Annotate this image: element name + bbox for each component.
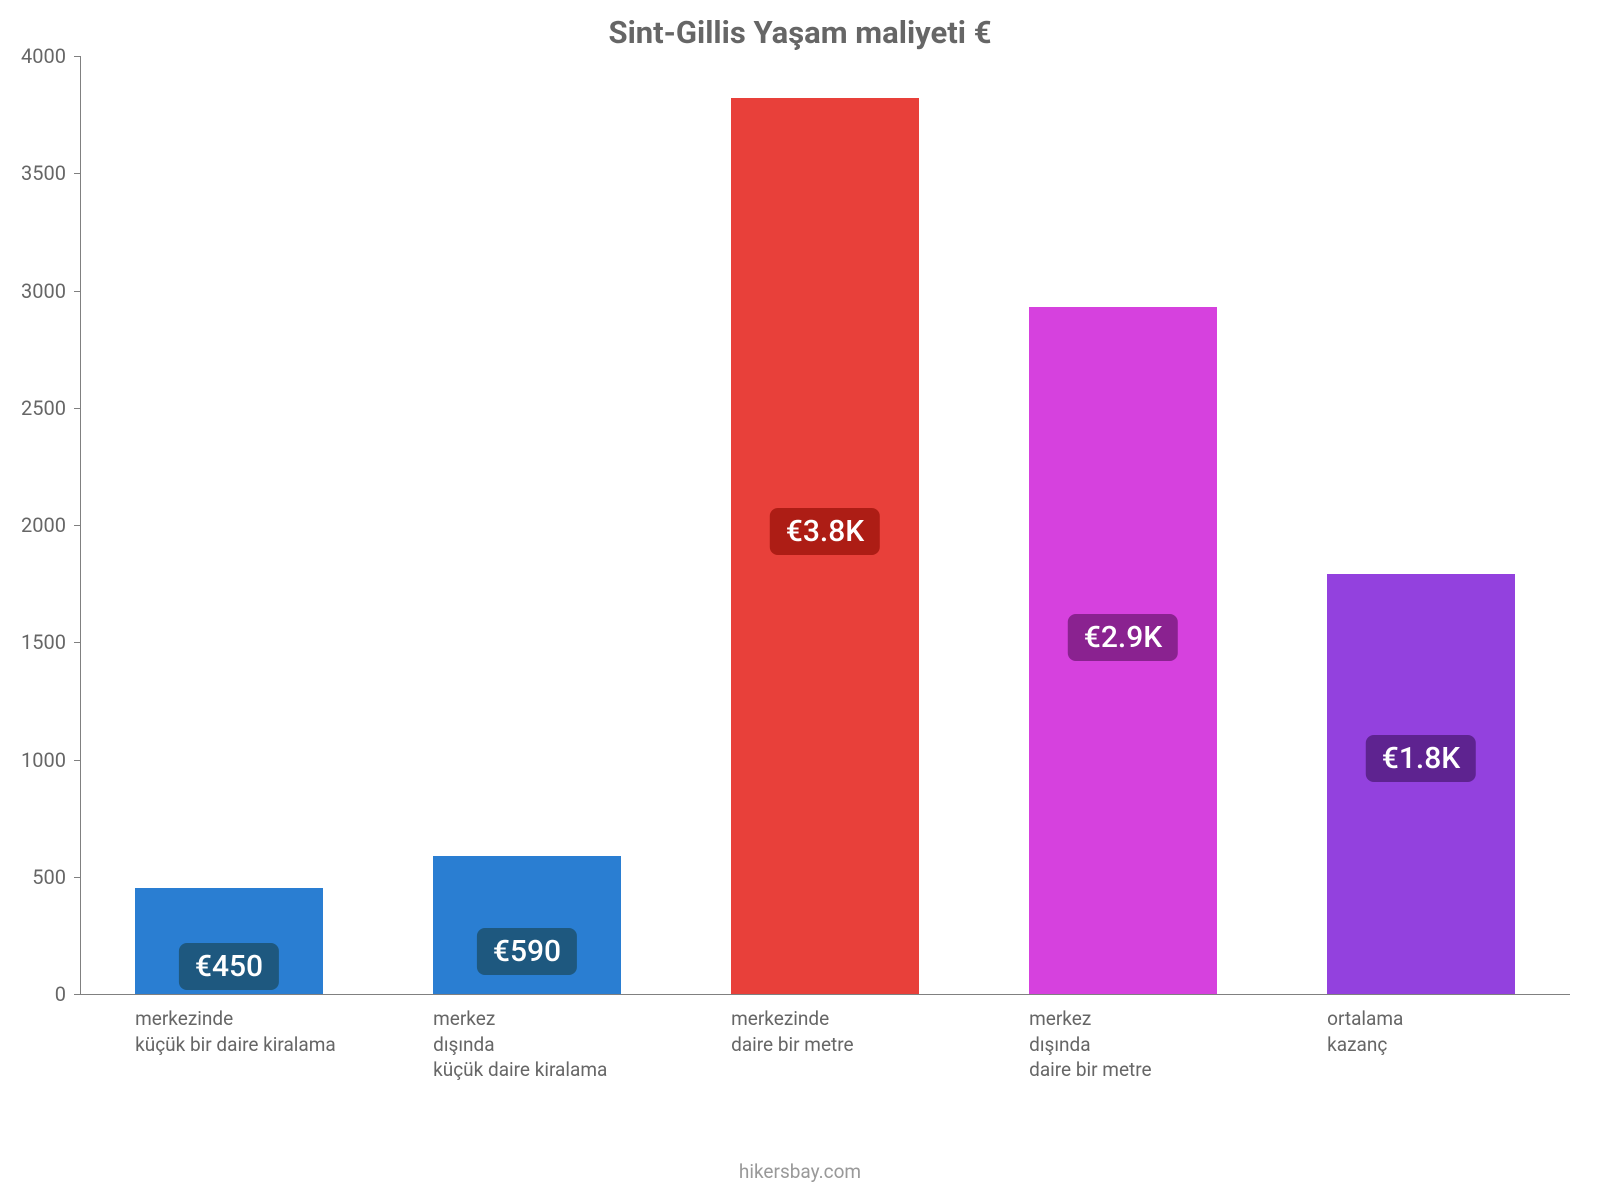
y-tick-label: 4000 [21, 44, 66, 68]
y-tick-label: 1500 [21, 630, 66, 654]
x-category-label: ortalama kazanç [1327, 1006, 1403, 1057]
y-tick-mark [74, 877, 80, 878]
chart-title: Sint-Gillis Yaşam maliyeti € [0, 14, 1600, 51]
y-tick-mark [74, 173, 80, 174]
x-category-label: merkezinde daire bir metre [731, 1006, 853, 1057]
value-badge: €450 [179, 943, 279, 990]
y-axis-line [80, 56, 81, 994]
value-badge: €1.8K [1366, 735, 1476, 782]
y-tick-mark [74, 291, 80, 292]
value-badge: €3.8K [770, 508, 880, 555]
value-badge: €2.9K [1068, 614, 1178, 661]
y-tick-mark [74, 56, 80, 57]
y-tick-mark [74, 994, 80, 995]
x-category-label: merkez dışında daire bir metre [1029, 1006, 1151, 1083]
y-tick-label: 1000 [21, 748, 66, 772]
value-badge: €590 [477, 928, 577, 975]
y-tick-mark [74, 760, 80, 761]
y-tick-mark [74, 642, 80, 643]
bar [1327, 574, 1515, 994]
x-category-label: merkezinde küçük bir daire kiralama [135, 1006, 336, 1057]
y-tick-label: 3500 [21, 161, 66, 185]
x-axis-line [80, 994, 1570, 995]
cost-of-living-chart: Sint-Gillis Yaşam maliyeti € 05001000150… [0, 0, 1600, 1200]
y-tick-label: 2500 [21, 396, 66, 420]
y-tick-label: 3000 [21, 279, 66, 303]
x-category-label: merkez dışında küçük daire kiralama [433, 1006, 607, 1083]
chart-footer: hikersbay.com [0, 1160, 1600, 1183]
y-tick-label: 0 [55, 982, 66, 1006]
y-tick-mark [74, 408, 80, 409]
y-tick-mark [74, 525, 80, 526]
y-tick-label: 500 [32, 865, 66, 889]
y-tick-label: 2000 [21, 513, 66, 537]
plot-area: 05001000150020002500300035004000€450merk… [80, 56, 1570, 994]
